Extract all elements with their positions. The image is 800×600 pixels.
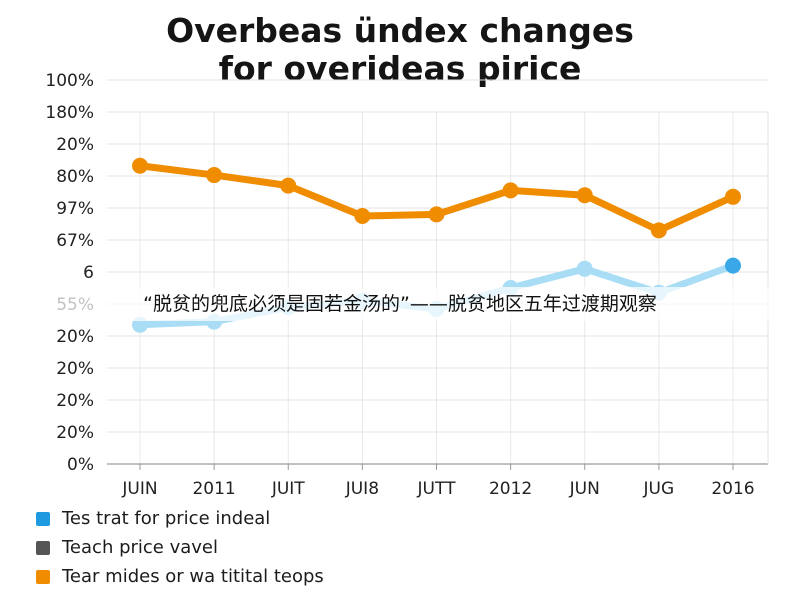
x-tick-label: 2012 bbox=[489, 479, 532, 499]
data-point-series-1 bbox=[576, 187, 593, 204]
y-tick-labels: 0%20%20%20%20%55%667%97%80%20%180%100% bbox=[45, 71, 94, 475]
data-point-series-2 bbox=[725, 257, 741, 274]
x-tick-label: JUI8 bbox=[345, 479, 379, 499]
x-tick-labels: JUIN 2011 JUIT JUI8 JUTT 2012 JUN JUG 2016 bbox=[121, 479, 754, 499]
data-point-series-1 bbox=[650, 222, 667, 239]
data-point-series-2 bbox=[576, 260, 593, 277]
legend-item: Teach price vavel bbox=[36, 533, 324, 562]
data-point-series-1 bbox=[354, 208, 371, 224]
y-tick-label: 6 bbox=[83, 263, 94, 283]
legend: Tes trat for price indeal Teach price vav… bbox=[36, 504, 324, 591]
x-tick-label: JUG bbox=[643, 479, 675, 499]
chart-title-line-1: Overbeas ündex changes bbox=[166, 11, 634, 50]
y-tick-label: 80% bbox=[56, 167, 94, 187]
y-tick-label: 180% bbox=[45, 103, 94, 123]
y-tick-label: 97% bbox=[56, 199, 94, 219]
legend-label: Teach price vavel bbox=[62, 537, 218, 558]
legend-swatch bbox=[36, 540, 50, 555]
legend-item: Tes trat for price indeal bbox=[36, 504, 324, 533]
y-tick-label: 20% bbox=[56, 359, 94, 379]
x-tick-label: 2011 bbox=[192, 479, 235, 499]
legend-item: Tear mides or wa titital teops bbox=[36, 562, 324, 591]
x-tick-label: 2016 bbox=[711, 479, 754, 499]
legend-swatch bbox=[36, 569, 50, 584]
x-tick-label: JUTT bbox=[417, 479, 457, 499]
overlay-caption: “脱贫的兜底必须是固若金汤的”——脱贫地区五年过渡期观察 bbox=[0, 287, 800, 321]
x-tick-label: JUIN bbox=[121, 479, 157, 499]
y-tick-label: 0% bbox=[67, 455, 94, 475]
data-point-series-1 bbox=[428, 206, 445, 223]
x-tick-label: JUN bbox=[569, 479, 600, 499]
y-tick-label: 20% bbox=[56, 423, 94, 443]
x-tick-label: JUIT bbox=[271, 479, 305, 499]
data-point-series-1 bbox=[502, 182, 519, 199]
y-tick-label: 20% bbox=[56, 327, 94, 347]
y-tick-label: 20% bbox=[56, 135, 94, 155]
data-point-series-1 bbox=[206, 167, 223, 184]
y-tick-label: 67% bbox=[56, 231, 94, 251]
chart-title-line-2: for overideas pirice bbox=[218, 49, 582, 88]
legend-label: Tear mides or wa titital teops bbox=[62, 566, 324, 587]
legend-swatch bbox=[36, 511, 50, 526]
y-tick-label: 20% bbox=[56, 391, 94, 411]
chart-title: Overbeas ündex changes for overideas pir… bbox=[0, 12, 800, 88]
legend-label: Tes trat for price indeal bbox=[62, 508, 271, 529]
data-point-series-1 bbox=[280, 177, 297, 194]
grid-lines bbox=[107, 79, 768, 465]
data-point-series-1 bbox=[132, 157, 148, 174]
y-tick-label: 100% bbox=[45, 71, 94, 91]
data-point-series-1 bbox=[725, 188, 741, 205]
